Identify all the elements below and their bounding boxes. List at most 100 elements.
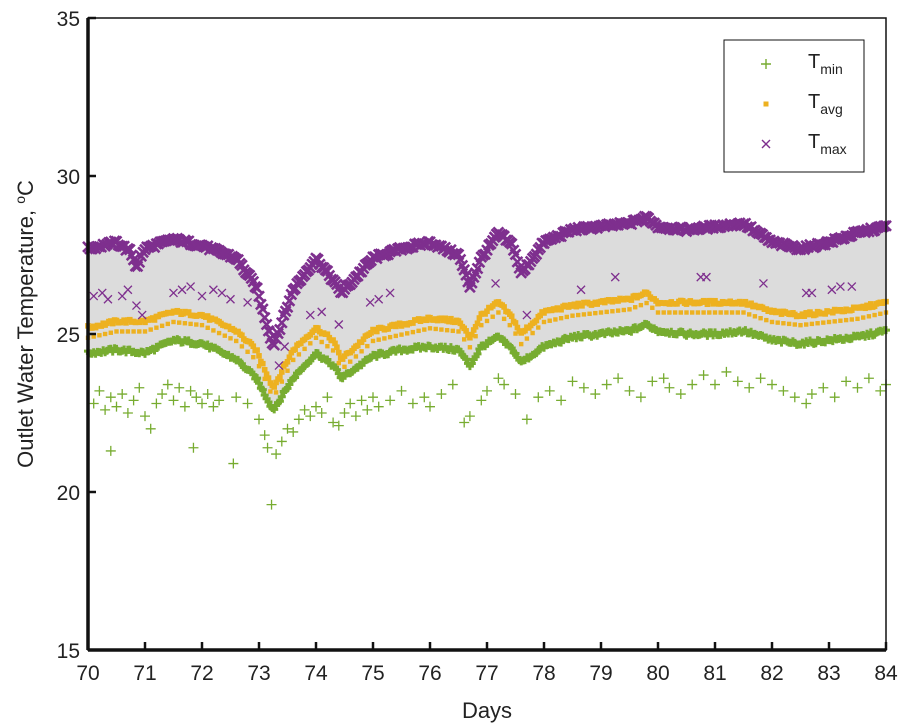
t-avg-secondary-point: [484, 318, 490, 324]
t-min-scatter-point: [305, 411, 316, 422]
t-min-scatter-point: [419, 392, 430, 403]
t-min-scatter-point: [345, 398, 356, 409]
t-max-scatter-point: [103, 294, 113, 304]
t-avg-secondary-point: [171, 319, 176, 325]
t-min-scatter-point: [311, 401, 321, 412]
t-min-scatter-point: [818, 382, 829, 393]
t-avg-secondary-point: [650, 305, 655, 310]
t-avg-secondary-point: [843, 317, 849, 323]
t-avg-secondary-point: [296, 352, 302, 357]
t-min-scatter-point: [185, 385, 196, 396]
t-avg-secondary-point: [234, 338, 239, 344]
t-min-scatter-point: [624, 385, 635, 396]
t-avg-point: [476, 315, 483, 321]
t-min-scatter-point: [567, 376, 578, 387]
y-tick-label: 20: [57, 482, 80, 505]
t-min-scatter-point: [425, 401, 435, 412]
t-min-scatter-point: [687, 379, 698, 390]
t-avg-secondary-point: [199, 322, 205, 328]
t-avg-secondary-point: [194, 322, 199, 327]
t-avg-secondary-point: [330, 348, 336, 353]
t-avg-point: [512, 320, 519, 326]
t-min-scatter-point: [533, 392, 544, 403]
t-avg-point: [410, 320, 416, 326]
t-avg-point: [868, 301, 874, 307]
t-min-point: [277, 392, 286, 401]
t-min-scatter-point: [875, 385, 886, 396]
t-max-scatter-point: [847, 282, 857, 292]
t-avg-secondary-point: [416, 328, 421, 334]
t-avg-point: [326, 334, 333, 341]
t-min-scatter-point: [100, 404, 111, 415]
t-avg-secondary-point: [273, 390, 279, 395]
t-avg-point: [292, 346, 298, 353]
t-avg-secondary-point: [570, 313, 575, 318]
t-avg-secondary-point: [353, 354, 359, 359]
t-max-scatter-point: [576, 285, 586, 295]
t-min-scatter-point: [293, 414, 304, 425]
t-avg-secondary-point: [450, 328, 455, 334]
t-avg-point: [250, 343, 257, 350]
t-avg-point: [239, 332, 245, 339]
t-min-scatter-point: [852, 382, 863, 393]
t-avg-point: [849, 307, 855, 313]
t-min-scatter-point: [447, 379, 458, 390]
t-min-scatter-point: [732, 376, 743, 387]
t-avg-secondary-point: [861, 315, 866, 320]
t-min-scatter-point: [385, 395, 396, 406]
t-avg-secondary-point: [131, 329, 136, 334]
t-min-scatter-point: [499, 379, 510, 390]
t-avg-point: [277, 374, 283, 380]
t-avg-point: [470, 327, 477, 333]
t-avg-secondary-point: [576, 312, 581, 318]
t-avg-point: [533, 317, 540, 324]
t-avg-secondary-point: [541, 319, 547, 325]
t-max-scatter-point: [835, 282, 845, 292]
t-avg-point: [708, 297, 714, 304]
t-avg-secondary-point: [815, 321, 820, 326]
t-max-scatter: [89, 272, 857, 371]
legend-label-main: T: [808, 51, 820, 73]
t-avg-secondary-point: [804, 322, 809, 327]
t-avg-secondary-point: [741, 310, 746, 315]
t-max-scatter-point: [365, 297, 375, 307]
t-min-scatter-point: [191, 392, 202, 403]
t-avg-point: [704, 301, 711, 308]
t-max-scatter-point: [197, 291, 207, 301]
t-min-scatter-point: [744, 382, 755, 393]
t-avg-secondary-point: [667, 310, 672, 315]
t-min-scatter-point: [105, 392, 116, 403]
t-avg-secondary-point: [644, 300, 649, 306]
t-avg-secondary-point: [205, 325, 210, 330]
t-avg-secondary-point: [775, 320, 780, 325]
t-avg-secondary-point: [530, 330, 535, 336]
t-avg-secondary-point: [878, 311, 883, 316]
t-avg-secondary-point: [655, 310, 661, 315]
t-avg-secondary-point: [695, 310, 701, 315]
t-min-scatter-point: [436, 389, 447, 400]
t-min-scatter-point: [145, 423, 156, 434]
t-avg-secondary-point: [627, 307, 632, 312]
t-avg-secondary-point: [718, 310, 723, 315]
t-avg-secondary-point: [319, 339, 324, 345]
t-max-scatter-point: [177, 285, 187, 295]
x-tick-label: 83: [817, 662, 840, 685]
y-tick-label: 25: [57, 324, 80, 347]
t-min-scatter-point: [635, 392, 646, 403]
t-avg-point: [522, 327, 528, 334]
t-avg-secondary-point: [729, 310, 735, 315]
t-min-scatter-point: [231, 392, 242, 403]
t-min-scatter-point: [863, 373, 874, 384]
t-min-scatter-point: [105, 445, 116, 456]
t-avg-secondary-point: [228, 336, 233, 341]
t-avg-secondary-point: [758, 316, 763, 321]
t-min-scatter-point: [544, 385, 555, 396]
t-avg-point: [263, 371, 270, 377]
t-avg-secondary-point: [752, 314, 758, 319]
y-axis-title: Outlet Water Temperature, oC: [12, 180, 38, 468]
legend-label-sub: avg: [820, 101, 843, 117]
t-avg-point: [273, 379, 279, 386]
t-avg-secondary-point: [120, 329, 125, 334]
t-avg-secondary-point: [376, 337, 381, 342]
